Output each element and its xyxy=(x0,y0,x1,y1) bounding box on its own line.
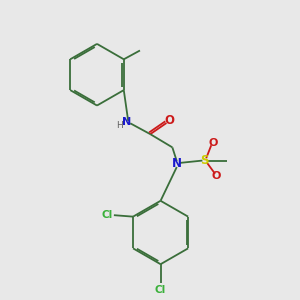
Text: O: O xyxy=(208,138,218,148)
Text: N: N xyxy=(122,116,131,127)
Text: Cl: Cl xyxy=(101,210,112,220)
Text: S: S xyxy=(200,154,209,167)
Text: H: H xyxy=(117,121,123,130)
Text: N: N xyxy=(172,157,182,170)
Text: O: O xyxy=(164,114,174,128)
Text: O: O xyxy=(212,171,221,181)
Text: Cl: Cl xyxy=(155,285,166,295)
